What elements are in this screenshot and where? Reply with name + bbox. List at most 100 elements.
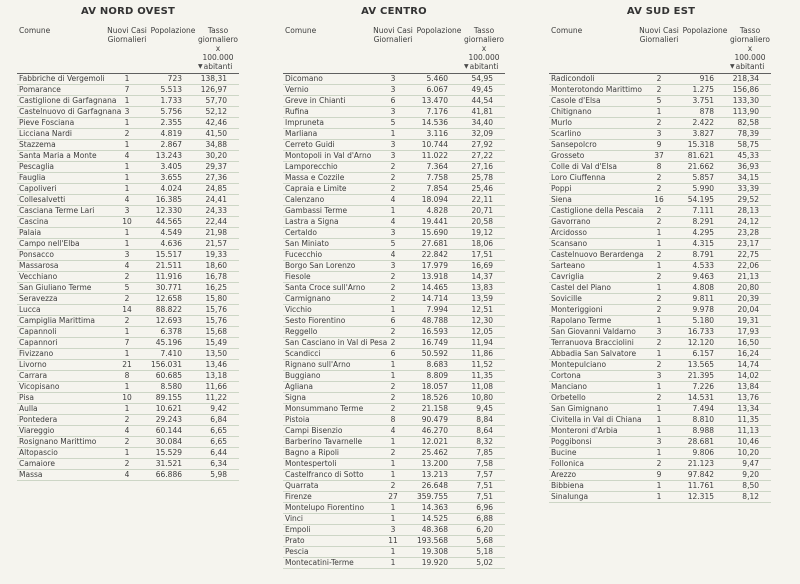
popolazione-cell: 12.021 <box>415 436 463 448</box>
comune-cell: Collesalvetti <box>17 194 105 206</box>
column-header-popolazione[interactable]: Popolazione <box>415 26 463 74</box>
popolazione-cell: 10.621 <box>149 403 197 415</box>
nuovi-casi-cell: 2 <box>371 480 415 492</box>
popolazione-cell: 27.681 <box>415 238 463 250</box>
nuovi-casi-cell: 3 <box>105 106 149 118</box>
column-header-tasso[interactable]: Tasso giornaliero x 100.000 abitanti ▼ <box>463 26 505 74</box>
table-row: Gambassi Terme 1 4.828 20,71 <box>283 205 505 217</box>
popolazione-cell: 9.811 <box>681 293 729 305</box>
nuovi-casi-cell: 8 <box>105 370 149 382</box>
comune-cell: Sarteano <box>549 260 637 272</box>
table-row: Castel del Piano 1 4.808 20,80 <box>549 282 771 294</box>
popolazione-cell: 19.308 <box>415 546 463 558</box>
sort-descending-icon[interactable]: ▼ <box>198 63 203 70</box>
comune-cell: Livorno <box>17 359 105 371</box>
nuovi-casi-cell: 1 <box>637 381 681 393</box>
sort-descending-icon[interactable]: ▼ <box>464 63 469 70</box>
comune-cell: Camaiore <box>17 458 105 470</box>
comune-cell: Arezzo <box>549 469 637 481</box>
tasso-cell: 49,45 <box>463 84 505 96</box>
comune-cell: Monteroni d'Arbia <box>549 425 637 437</box>
nuovi-casi-cell: 2 <box>371 183 415 195</box>
nuovi-casi-cell: 2 <box>105 271 149 283</box>
comune-cell: Ponsacco <box>17 249 105 261</box>
nuovi-casi-cell: 2 <box>637 117 681 129</box>
table-row: Siena 16 54.195 29,52 <box>549 194 771 206</box>
table-row: Casole d'Elsa 5 3.751 133,30 <box>549 95 771 107</box>
popolazione-cell: 3.655 <box>149 172 197 184</box>
popolazione-cell: 50.592 <box>415 348 463 360</box>
nuovi-casi-cell: 6 <box>371 348 415 360</box>
sort-descending-icon[interactable]: ▼ <box>730 63 735 70</box>
column-header-tasso[interactable]: Tasso giornaliero x 100.000 abitanti ▼ <box>729 26 771 74</box>
table-row: Capannoli 1 6.378 15,68 <box>17 326 239 338</box>
nuovi-casi-cell: 2 <box>371 271 415 283</box>
tasso-cell: 11,35 <box>463 370 505 382</box>
nuovi-casi-cell: 2 <box>371 447 415 459</box>
popolazione-cell: 26.648 <box>415 480 463 492</box>
nuovi-casi-cell: 1 <box>371 502 415 514</box>
comune-cell: Poppi <box>549 183 637 195</box>
table-row: Impruneta 5 14.536 34,40 <box>283 117 505 129</box>
table-row: Capannori 7 45.196 15,49 <box>17 337 239 349</box>
table-row: Vicopisano 1 8.580 11,66 <box>17 381 239 393</box>
table-title: AV NORD OVEST <box>80 6 176 17</box>
tasso-cell: 6,20 <box>463 524 505 536</box>
popolazione-cell: 30.084 <box>149 436 197 448</box>
tasso-cell: 25,78 <box>463 172 505 184</box>
tasso-cell: 15,68 <box>197 326 239 338</box>
nuovi-casi-cell: 1 <box>105 348 149 360</box>
popolazione-cell: 1.733 <box>149 95 197 107</box>
table-row: Fiesole 2 13.918 14,37 <box>283 271 505 283</box>
popolazione-cell: 10.744 <box>415 139 463 151</box>
column-header-nuovi-casi[interactable]: Nuovi Casi Giornalieri <box>105 26 149 74</box>
popolazione-cell: 156.031 <box>149 359 197 371</box>
column-header-popolazione[interactable]: Popolazione <box>149 26 197 74</box>
nuovi-casi-cell: 3 <box>371 227 415 239</box>
tasso-cell: 7,51 <box>463 491 505 503</box>
tasso-cell: 12,51 <box>463 304 505 316</box>
tasso-cell: 36,93 <box>729 161 771 173</box>
comune-cell: Fucecchio <box>283 249 371 261</box>
comune-cell: Follonica <box>549 458 637 470</box>
table-row: Santa Maria a Monte 4 13.243 30,20 <box>17 150 239 162</box>
comune-cell: San Giovanni Valdarno <box>549 326 637 338</box>
nuovi-casi-cell: 3 <box>371 84 415 96</box>
table-row: Loro Ciuffenna 2 5.857 34,15 <box>549 172 771 184</box>
table-row: Pomarance 7 5.513 126,97 <box>17 84 239 96</box>
popolazione-cell: 25.462 <box>415 447 463 459</box>
comune-cell: Terranuova Bracciolini <box>549 337 637 349</box>
comune-cell: Vicchio <box>283 304 371 316</box>
nuovi-casi-cell: 3 <box>637 370 681 382</box>
table-row: Dicomano 3 5.460 54,95 <box>283 73 505 85</box>
column-header-label: Comune <box>285 26 317 35</box>
comune-cell: Castiglione della Pescaia <box>549 205 644 217</box>
table-row: Carrara 8 60.685 13,18 <box>17 370 239 382</box>
popolazione-cell: 7.364 <box>415 161 463 173</box>
column-header-popolazione[interactable]: Popolazione <box>681 26 729 74</box>
nuovi-casi-cell: 1 <box>637 106 681 118</box>
comune-cell: Reggello <box>283 326 371 338</box>
column-header-comune[interactable]: Comune <box>283 26 371 74</box>
nuovi-casi-cell: 2 <box>105 436 149 448</box>
comune-cell: Pieve Fosciana <box>17 117 105 129</box>
table-row: Certaldo 3 15.690 19,12 <box>283 227 505 239</box>
popolazione-cell: 4.819 <box>149 128 197 140</box>
popolazione-cell: 60.144 <box>149 425 197 437</box>
popolazione-cell: 5.756 <box>149 106 197 118</box>
comune-cell: Vinci <box>283 513 371 525</box>
nuovi-casi-cell: 1 <box>637 282 681 294</box>
popolazione-cell: 8.810 <box>681 414 729 426</box>
comune-cell: Marliana <box>283 128 371 140</box>
tasso-cell: 12,30 <box>463 315 505 327</box>
column-header-nuovi-casi[interactable]: Nuovi Casi Giornalieri <box>637 26 681 74</box>
column-header-comune[interactable]: Comune <box>17 26 105 74</box>
dashboard: AV NORD OVEST Comune Nuovi Casi Giornali… <box>17 6 771 569</box>
nuovi-casi-cell: 2 <box>637 392 681 404</box>
column-header-nuovi-casi[interactable]: Nuovi Casi Giornalieri <box>371 26 415 74</box>
column-header-tasso[interactable]: Tasso giornaliero x 100.000 abitanti ▼ <box>197 26 239 74</box>
comune-cell: Impruneta <box>283 117 371 129</box>
tasso-cell: 20,71 <box>463 205 505 217</box>
column-header-comune[interactable]: Comune <box>549 26 637 74</box>
tasso-cell: 113,90 <box>729 106 771 118</box>
